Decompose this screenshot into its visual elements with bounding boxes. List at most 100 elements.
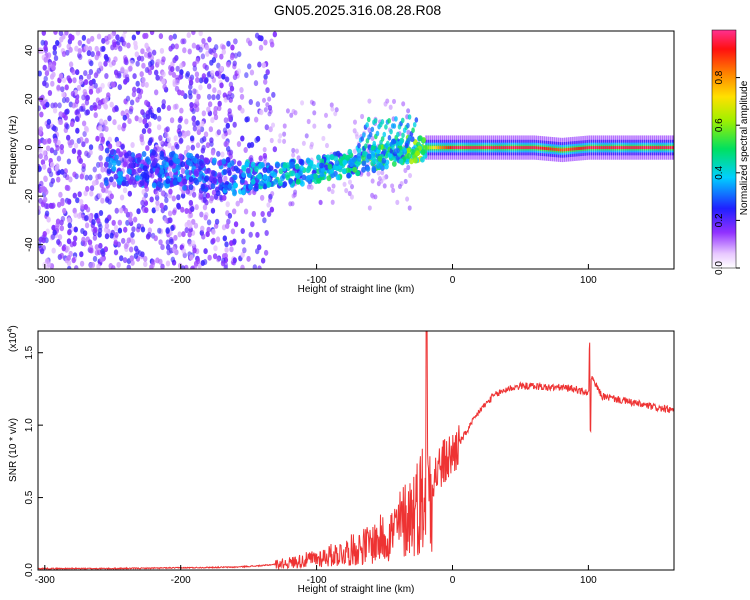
spectrogram-noise-cell	[53, 31, 58, 36]
spectrogram-noise-cell	[253, 80, 259, 87]
spectrogram-ridge-cell	[366, 116, 371, 123]
spectrogram-noise-cell	[58, 111, 63, 118]
spectrogram-noise-cell	[43, 175, 48, 182]
spectrogram-noise-cell	[108, 263, 113, 269]
spectrogram-noise-cell	[104, 125, 109, 132]
colorbar: 0.0 0.2 0.4 0.6 0.8 Normalized spectral ampl…	[711, 29, 750, 275]
spectrogram-noise-cell	[282, 138, 287, 144]
spectrogram-ridge-cell	[355, 161, 360, 168]
spectrogram-noise-cell	[170, 66, 175, 73]
spectrogram-noise-cell	[221, 48, 226, 55]
spectrogram-noise-cell	[177, 117, 183, 124]
spectrogram-noise-cell	[216, 129, 222, 136]
spectrogram-ridge-cell	[433, 146, 436, 150]
spectrogram-noise-cell	[167, 142, 172, 149]
spectrogram-ridge-cell	[233, 182, 238, 189]
spectrogram-ridge-cell	[386, 140, 390, 147]
spectrogram-noise-cell	[101, 45, 106, 52]
spectrogram-noise-cell	[240, 251, 245, 258]
spectrogram-noise-cell	[210, 70, 215, 77]
spectrogram-ridge-cell	[472, 146, 474, 150]
spectrogram-ridge-cell	[131, 168, 137, 175]
spectrogram-noise-cell	[131, 226, 136, 233]
y-tick-label: 1.0	[24, 418, 35, 432]
spectrogram-noise-cell	[240, 228, 245, 235]
spectrogram-noise-cell	[349, 194, 354, 200]
spectrogram-ridge-cell	[347, 148, 353, 155]
spectrogram-noise-cell	[81, 34, 87, 41]
spectrogram-noise-cell	[264, 124, 270, 131]
colorbar-tick-label: 0.6	[714, 118, 725, 132]
spectrogram-noise-cell	[100, 82, 105, 89]
spectrogram-noise-cell	[255, 101, 261, 108]
spectrogram-noise-cell	[47, 137, 52, 144]
spectrogram-noise-cell	[330, 106, 335, 112]
spectrogram-ridge-cell	[273, 178, 279, 185]
spectrogram-noise-cell	[51, 247, 56, 254]
spectrogram-noise-cell	[184, 227, 189, 234]
spectrogram-noise-cell	[112, 119, 117, 126]
spectrogram-ridge-cell	[366, 153, 372, 160]
spectrogram-ridge-cell	[257, 173, 263, 180]
spectrogram-noise-cell	[94, 195, 99, 202]
spectrogram-noise-cell	[204, 44, 210, 51]
spectrogram-ridge-cell	[254, 183, 260, 190]
spectrogram-ridge-cell	[295, 178, 301, 185]
spectrogram-noise-cell	[408, 172, 413, 179]
spectrogram-noise-cell	[65, 123, 70, 130]
spectrogram-ridge-cell	[476, 146, 478, 150]
spectrogram-noise-cell	[44, 82, 49, 89]
x-tick-label: -100	[307, 575, 327, 586]
spectrogram-noise-cell	[123, 69, 129, 76]
spectrogram-noise-cell	[133, 252, 139, 259]
spectrogram-noise-cell	[78, 136, 84, 143]
spectrogram-ridge-cell	[449, 146, 452, 150]
spectrogram-noise-cell	[77, 191, 82, 198]
spectrogram-ridge-cell	[382, 148, 387, 155]
spectrogram-noise-cell	[252, 264, 258, 269]
spectrogram-noise-cell	[327, 186, 332, 192]
spectrogram-noise-cell	[81, 141, 86, 148]
spectrogram-ridge-cell	[175, 158, 181, 165]
spectrogram-ridge-cell	[578, 147, 580, 150]
spectrogram-noise-cell	[122, 31, 128, 35]
spectrogram-noise-cell	[382, 175, 387, 181]
spectrogram-noise-cell	[190, 144, 195, 151]
spectrogram-ridge-cell	[663, 146, 666, 150]
spectrogram-ridge-cell	[200, 183, 206, 190]
spectrogram-noise-cell	[170, 61, 175, 68]
spectrogram-noise-cell	[107, 214, 112, 221]
x-tick-label: -100	[307, 275, 327, 286]
spectrogram-noise-cell	[175, 143, 180, 150]
spectrogram-ridge-cell	[512, 146, 515, 150]
spectrogram-noise-cell	[72, 192, 78, 199]
spectrogram-noise-cell	[38, 70, 42, 77]
spectrogram-noise-cell	[190, 265, 195, 269]
x-tick-label: -200	[171, 275, 191, 286]
spectrogram-noise-cell	[104, 96, 109, 103]
spectrogram-noise-cell	[118, 45, 123, 52]
spectrogram-noise-cell	[51, 224, 56, 231]
spectrogram-noise-cell	[271, 91, 276, 98]
spectrogram-noise-cell	[130, 142, 135, 149]
spectrogram-ridge-cell	[370, 145, 375, 151]
spectrogram-noise-cell	[165, 126, 170, 133]
spectrogram-ridge-cell	[557, 148, 560, 152]
spectrogram-noise-cell	[250, 221, 255, 228]
spectrogram-noise-cell	[203, 248, 208, 255]
y-tick-label: 0.5	[24, 490, 35, 504]
spectrogram-noise-cell	[329, 102, 334, 108]
spectrogram-noise-cell	[166, 136, 172, 143]
spectrogram-ridge-cell	[178, 153, 184, 160]
snr-x-ticks: -300 -200 -100 0 100	[35, 565, 597, 586]
spectrogram-noise-cell	[309, 144, 314, 150]
spectrogram-noise-cell	[291, 193, 296, 199]
spectrogram-noise-cell	[74, 265, 79, 269]
spectrogram-noise-cell	[83, 125, 89, 132]
spectrogram-ridge-cell	[298, 170, 303, 177]
spectrogram-ridge-cell	[346, 172, 351, 179]
spectrogram-noise-cell	[86, 38, 91, 45]
spectrogram-ridge-cell	[117, 171, 122, 178]
spectrogram-ridge-cell	[225, 156, 231, 163]
spectrogram-noise-cell	[56, 155, 62, 162]
